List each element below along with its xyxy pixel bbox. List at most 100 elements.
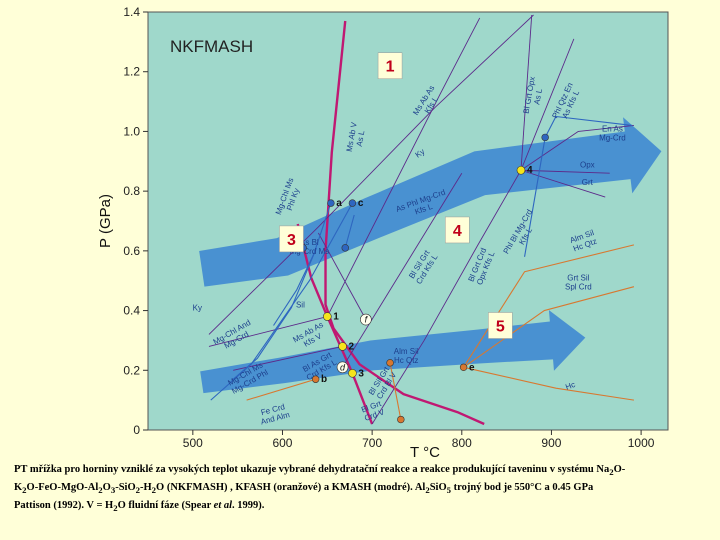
- invariant-point: [348, 368, 357, 378]
- y-tick-label: 0.6: [123, 244, 140, 258]
- kmash-point-label: c: [358, 198, 364, 209]
- curve-bl-grt-crd-mid: [342, 172, 463, 368]
- field-label-box: [279, 225, 304, 253]
- curve-opx-as: [520, 169, 610, 174]
- x-axis-label: T °C: [410, 444, 440, 460]
- curve-f-alm: [463, 244, 635, 368]
- curve-f-b: [246, 378, 316, 401]
- caption-text: PT mřížka pro horniny vzniklé za vysokýc…: [14, 464, 626, 514]
- curve-f-hc: [463, 366, 635, 401]
- y-tick-label: 0.2: [123, 363, 140, 377]
- curve-bl-grt-opx: [520, 14, 533, 171]
- generic-point: [336, 361, 349, 374]
- x-tick-label: 1000: [628, 436, 655, 450]
- reaction-label-line: As L: [355, 129, 367, 147]
- reaction-label-line: Ky: [414, 147, 427, 160]
- reaction-label-line: Grt: [582, 178, 594, 187]
- axes: 500 600 700 800 900 1000 0 0.2 0.4 0.6 0.8 1.0 1.2 1.…: [123, 5, 654, 450]
- x-tick-label: 800: [452, 436, 472, 450]
- y-tick-label: 1.2: [123, 65, 140, 79]
- field-label-box: [445, 216, 470, 244]
- curve-as-ky-sil: [208, 14, 534, 335]
- reaction-label: Ky: [193, 304, 202, 313]
- y-tick-label: 1.0: [123, 124, 140, 138]
- curve-steep-4: [371, 170, 522, 425]
- reaction-label: Ms Ab VAs L: [345, 121, 368, 154]
- field-label-box: [377, 52, 403, 79]
- kfash-point-label: e: [469, 362, 475, 373]
- reaction-curves: [208, 14, 635, 426]
- y-tick-label: 0: [133, 423, 140, 437]
- kmash-point: [341, 244, 349, 252]
- invariant-point-label: 4: [527, 165, 533, 176]
- field-label: 1: [386, 59, 395, 76]
- reaction-label: Bl Grt OpxAs L: [522, 76, 546, 116]
- x-tick-label: 700: [362, 436, 382, 450]
- generic-point-label: d: [340, 362, 346, 372]
- x-tick-label: 900: [541, 436, 561, 450]
- invariant-point: [338, 342, 347, 351]
- x-tick-label: 600: [272, 436, 292, 450]
- reaction-label-line: As Bl: [300, 238, 319, 247]
- curve-k-en-as: [544, 115, 633, 138]
- reaction-label-line: Mg-Crd: [599, 133, 626, 142]
- invariant-point: [323, 312, 332, 321]
- field-label: 5: [496, 319, 505, 336]
- figure-caption: PT mřížka pro horniny vzniklé za vysokýc…: [14, 462, 714, 516]
- generic-point: [360, 313, 372, 326]
- reaction-label: Grt: [582, 178, 594, 187]
- kmash-point: [348, 199, 357, 207]
- curve-k-a: [273, 202, 332, 326]
- curve-en-as: [520, 125, 634, 171]
- reaction-label: Ky: [414, 147, 427, 160]
- kfash-point-label: b: [321, 374, 327, 385]
- reaction-label-line: Sil: [296, 301, 305, 310]
- curve-k-upper: [524, 137, 546, 257]
- reaction-label: As Bl Mg-Crd Ms: [290, 238, 330, 256]
- curve-ms-ab-v: [326, 17, 481, 317]
- curve-phl-qtz: [520, 38, 575, 171]
- curve-k-ms: [344, 214, 355, 249]
- reaction-label-line: Hc: [564, 380, 576, 392]
- invariant-point: [516, 165, 526, 175]
- y-tick-label: 0.4: [123, 304, 140, 318]
- curve-f-grt: [463, 286, 635, 368]
- kmash-point-label: a: [336, 198, 342, 209]
- invariant-point-label: 2: [349, 341, 355, 352]
- curve-chl-phl: [233, 345, 343, 371]
- curve-f-line: [317, 232, 367, 320]
- reaction-label-line: Grt Sil: [567, 274, 589, 283]
- invariant-point-label: 3: [358, 368, 364, 379]
- reaction-label: Sil: [296, 301, 305, 310]
- field-label-box: [488, 312, 513, 339]
- reaction-label-line: Hc Qtz: [394, 356, 418, 365]
- kfash-point: [397, 415, 405, 424]
- reaction-label-line: Spl Crd: [565, 283, 592, 292]
- invariant-points: 1 2 3 4 e b c a f d: [299, 133, 549, 424]
- curve-k-c: [210, 202, 353, 401]
- chart-title: NKFMASH: [170, 37, 253, 56]
- kmash-point: [327, 199, 335, 207]
- curve-and-sil: [208, 316, 328, 347]
- curve-f-low: [389, 362, 402, 420]
- invariant-point-label: 1: [333, 312, 339, 323]
- x-tick-label: 500: [183, 436, 203, 450]
- kmash-point: [541, 133, 549, 142]
- reaction-label-line: As L: [532, 88, 544, 106]
- reaction-label-line: En As: [602, 124, 623, 133]
- reaction-label-line: Mg-Crd Ms: [290, 247, 330, 256]
- kfash-point: [386, 359, 394, 367]
- generic-point-label: f: [365, 315, 369, 325]
- arrow-upper: [199, 117, 662, 287]
- reaction-label-line: Opx: [580, 160, 595, 169]
- reaction-label-line: Ky: [193, 304, 202, 313]
- phase-diagram: Bl Grt OpxAs L Phl Qtz EnAs Kfs LEn As Mg-…: [97, 5, 669, 460]
- field-label: 3: [287, 232, 296, 249]
- reaction-label: Opx: [580, 160, 595, 169]
- y-tick-label: 0.8: [123, 184, 140, 198]
- reaction-label-line: Alm Sil: [394, 347, 419, 356]
- field-label: 4: [453, 223, 462, 240]
- reaction-label: En As Mg-Crd: [599, 124, 626, 142]
- y-tick-label: 1.4: [123, 5, 140, 19]
